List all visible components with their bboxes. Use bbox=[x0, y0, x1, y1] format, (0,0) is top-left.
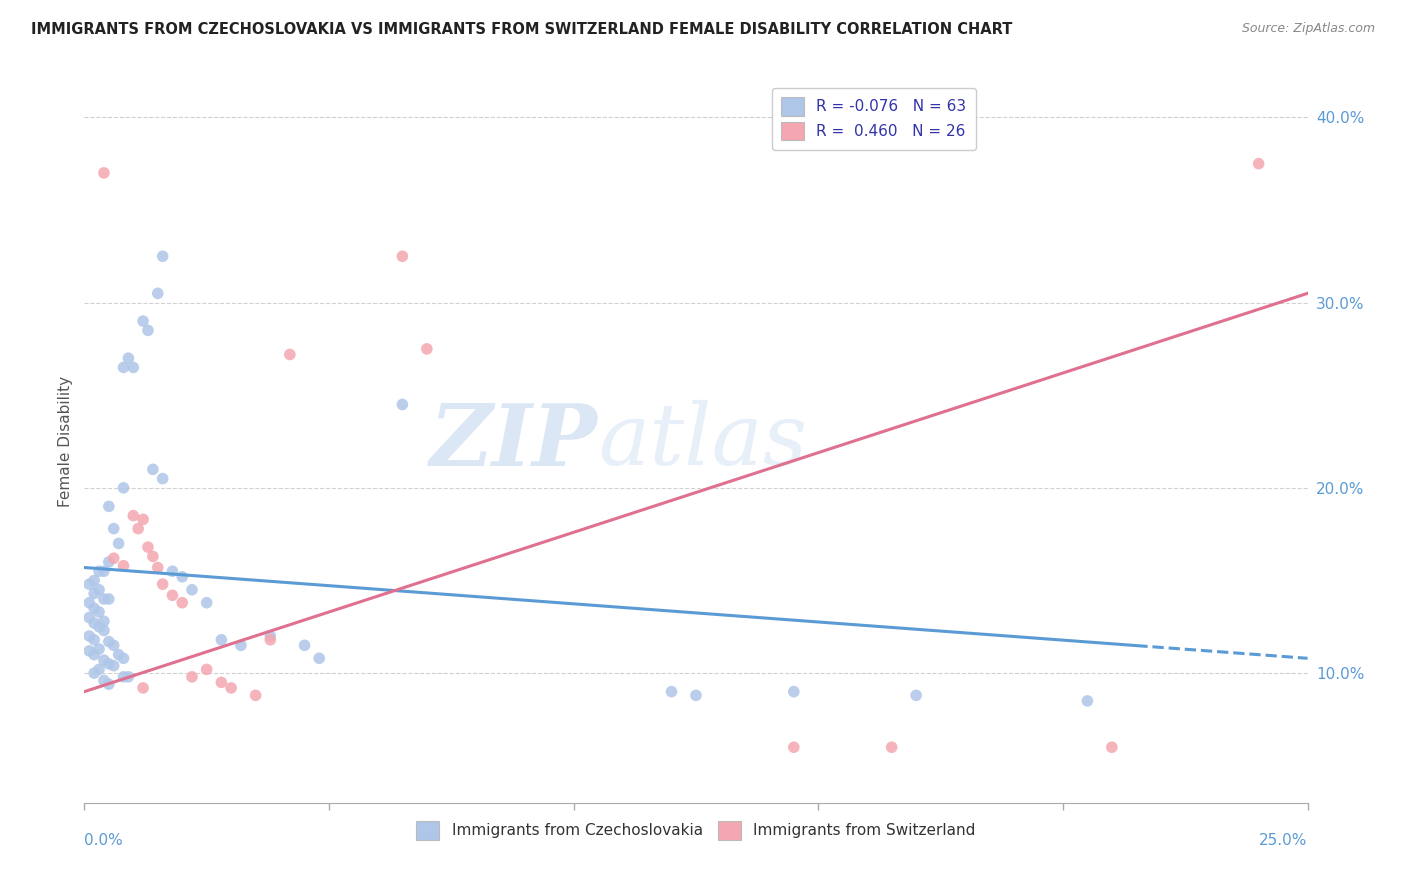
Point bbox=[152, 472, 174, 486]
Point bbox=[152, 577, 174, 591]
Point bbox=[661, 684, 683, 698]
Point bbox=[83, 616, 105, 631]
Point bbox=[127, 522, 149, 536]
Point bbox=[117, 351, 139, 366]
Point bbox=[93, 614, 115, 628]
Point bbox=[87, 642, 110, 657]
Point bbox=[132, 681, 155, 695]
Point bbox=[172, 596, 194, 610]
Point bbox=[259, 632, 281, 647]
Point bbox=[77, 644, 100, 658]
Point bbox=[162, 588, 184, 602]
Text: Source: ZipAtlas.com: Source: ZipAtlas.com bbox=[1241, 22, 1375, 36]
Point bbox=[97, 677, 120, 691]
Point bbox=[107, 648, 129, 662]
Point bbox=[136, 540, 159, 554]
Point bbox=[112, 360, 135, 375]
Point bbox=[905, 689, 928, 703]
Point bbox=[97, 592, 120, 607]
Point bbox=[209, 632, 232, 647]
Point bbox=[97, 555, 120, 569]
Point bbox=[162, 564, 184, 578]
Point bbox=[93, 166, 115, 180]
Text: 25.0%: 25.0% bbox=[1260, 833, 1308, 848]
Point bbox=[117, 670, 139, 684]
Point bbox=[83, 632, 105, 647]
Point bbox=[259, 629, 281, 643]
Point bbox=[783, 684, 806, 698]
Point bbox=[142, 549, 165, 564]
Point bbox=[209, 675, 232, 690]
Point bbox=[112, 481, 135, 495]
Point bbox=[87, 564, 110, 578]
Point bbox=[103, 638, 125, 652]
Point bbox=[77, 629, 100, 643]
Point bbox=[146, 286, 169, 301]
Point bbox=[77, 596, 100, 610]
Point bbox=[132, 314, 155, 328]
Point bbox=[87, 662, 110, 676]
Point bbox=[229, 638, 252, 652]
Point bbox=[93, 653, 115, 667]
Point bbox=[880, 740, 903, 755]
Point bbox=[294, 638, 316, 652]
Legend: Immigrants from Czechoslovakia, Immigrants from Switzerland: Immigrants from Czechoslovakia, Immigran… bbox=[411, 815, 981, 846]
Point bbox=[87, 605, 110, 619]
Text: atlas: atlas bbox=[598, 401, 807, 483]
Point bbox=[103, 551, 125, 566]
Point bbox=[132, 512, 155, 526]
Point bbox=[93, 624, 115, 638]
Point bbox=[122, 360, 145, 375]
Point bbox=[97, 500, 120, 514]
Point bbox=[83, 648, 105, 662]
Point bbox=[181, 582, 204, 597]
Point bbox=[278, 347, 301, 361]
Point bbox=[97, 657, 120, 671]
Point bbox=[103, 658, 125, 673]
Point bbox=[1247, 156, 1270, 170]
Point bbox=[83, 666, 105, 681]
Text: 0.0%: 0.0% bbox=[84, 833, 124, 848]
Point bbox=[219, 681, 242, 695]
Point bbox=[195, 596, 218, 610]
Point bbox=[1076, 694, 1098, 708]
Text: ZIP: ZIP bbox=[430, 400, 598, 483]
Point bbox=[391, 249, 413, 263]
Point bbox=[146, 560, 169, 574]
Point bbox=[93, 673, 115, 688]
Point bbox=[152, 249, 174, 263]
Point bbox=[172, 570, 194, 584]
Point bbox=[136, 323, 159, 337]
Point bbox=[93, 564, 115, 578]
Point bbox=[783, 740, 806, 755]
Point bbox=[112, 670, 135, 684]
Point bbox=[416, 342, 439, 356]
Point bbox=[112, 651, 135, 665]
Point bbox=[245, 689, 267, 703]
Point bbox=[83, 601, 105, 615]
Text: IMMIGRANTS FROM CZECHOSLOVAKIA VS IMMIGRANTS FROM SWITZERLAND FEMALE DISABILITY : IMMIGRANTS FROM CZECHOSLOVAKIA VS IMMIGR… bbox=[31, 22, 1012, 37]
Point bbox=[1101, 740, 1123, 755]
Y-axis label: Female Disability: Female Disability bbox=[58, 376, 73, 508]
Point bbox=[93, 592, 115, 607]
Point bbox=[107, 536, 129, 550]
Point bbox=[181, 670, 204, 684]
Point bbox=[112, 558, 135, 573]
Point bbox=[83, 574, 105, 588]
Point bbox=[83, 586, 105, 600]
Point bbox=[685, 689, 707, 703]
Point bbox=[122, 508, 145, 523]
Point bbox=[142, 462, 165, 476]
Point bbox=[308, 651, 330, 665]
Point bbox=[87, 582, 110, 597]
Point bbox=[77, 610, 100, 624]
Point bbox=[97, 634, 120, 648]
Point bbox=[77, 577, 100, 591]
Point bbox=[195, 662, 218, 676]
Point bbox=[103, 522, 125, 536]
Point bbox=[87, 620, 110, 634]
Point bbox=[391, 397, 413, 411]
